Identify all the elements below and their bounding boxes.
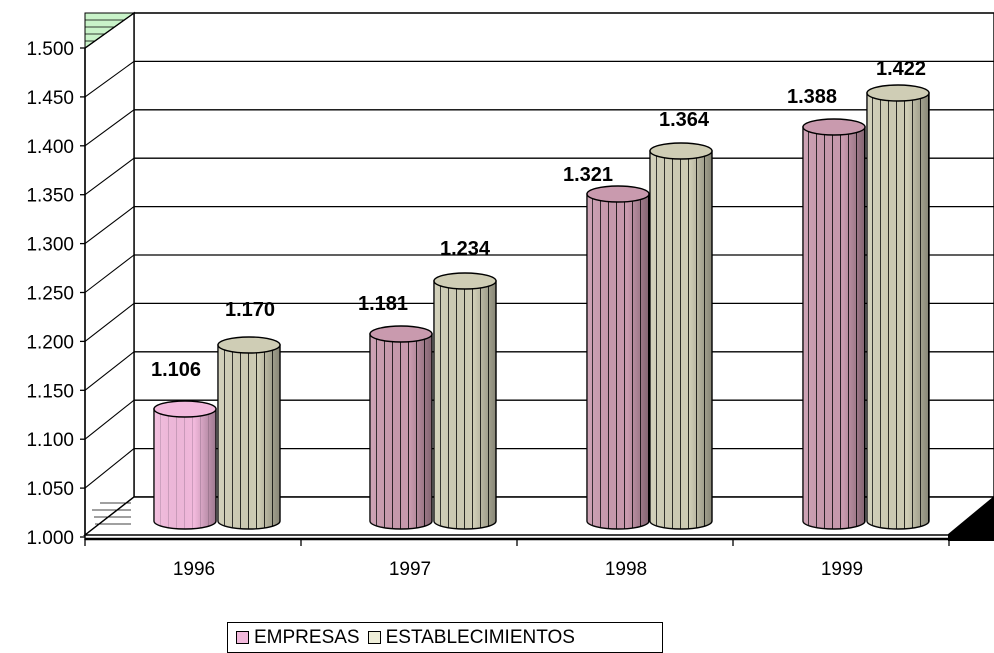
x-tick-label: 1999 [821,559,863,580]
y-tick-label: 1.500 [26,39,74,60]
y-tick-label: 1.100 [26,430,74,451]
y-tick-label: 1.450 [26,88,74,109]
y-tick-label: 1.150 [26,381,74,402]
gridline-side [84,157,135,196]
gridline-side [84,254,135,293]
bar-establecimientos-1996 [217,336,281,530]
x-tick-label: 1997 [389,559,431,580]
gridline-side [84,399,135,440]
y-tick-label: 1.200 [26,332,74,353]
gridline-side [84,448,135,489]
y-tick-label: 1.250 [26,284,74,305]
data-label: 1.364 [659,109,710,131]
x-tick-label: 1998 [605,559,647,580]
bar-empresas-1999 [802,118,866,530]
bar-establecimientos-1997 [433,272,497,530]
legend-swatch-empresas [236,631,249,644]
gridline-side [84,351,135,391]
gridline-side [84,12,135,49]
bar-empresas-1998 [586,185,650,530]
floor-hatch [92,502,131,525]
y-tick-label: 1.400 [26,137,74,158]
bar-empresas-1997 [369,325,433,530]
floor-edge [948,497,994,541]
bar-empresas-1996 [153,400,217,530]
data-label: 1.170 [225,299,275,321]
legend-item-empresas: EMPRESAS [236,627,360,649]
y-tick-label: 1.350 [26,186,74,207]
data-label: 1.234 [440,238,491,260]
x-tick-label: 1996 [173,559,215,580]
bar-establecimientos-1998 [649,142,713,530]
gridline-side [84,206,135,245]
data-label: 1.181 [358,293,408,315]
y-tick-label: 1.300 [26,235,74,256]
legend-swatch-establecimientos [367,631,381,644]
legend-label-empresas: EMPRESAS [254,626,360,648]
legend: EMPRESAS ESTABLECIMIENTOS [227,622,663,653]
legend-label-establecimientos: ESTABLECIMIENTOS [385,626,575,648]
y-tick-label: 1.000 [26,528,74,549]
legend-item-establecimientos: ESTABLECIMIENTOS [367,626,575,649]
gridline-side [84,302,135,342]
y-tick-label: 1.050 [26,479,74,500]
gridline-side [84,60,135,98]
data-label: 1.388 [787,86,837,108]
data-label: 1.321 [563,164,613,186]
bar-establecimientos-1999 [866,84,930,530]
gridline-side [84,109,135,147]
data-label: 1.106 [151,359,201,381]
data-label: 1.422 [876,58,926,80]
